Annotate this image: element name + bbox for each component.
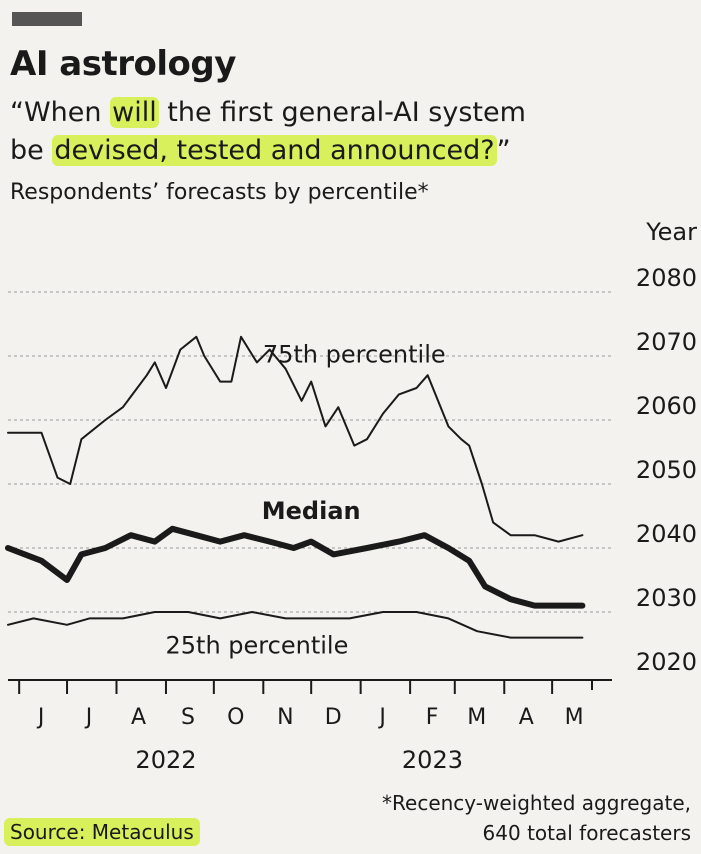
x-tick-label-11: M	[565, 705, 584, 730]
y-tick-label-2030: 2030	[636, 584, 697, 612]
footnote-line2: 640 total forecasters	[482, 821, 691, 845]
x-tick-label-8: F	[426, 705, 439, 730]
footnote: *Recency-weighted aggregate, 640 total f…	[382, 788, 691, 848]
y-tick-label-2050: 2050	[636, 456, 697, 484]
chart-note: Respondents’ forecasts by percentile*	[10, 180, 429, 205]
x-tick-label-9: M	[467, 705, 486, 730]
x-tick-label-6: D	[325, 705, 342, 730]
source-label: Source: Metaculus	[4, 818, 200, 846]
x-tick-label-5: N	[277, 705, 293, 730]
x-tick-label-3: S	[181, 705, 195, 730]
y-tick-label-2060: 2060	[636, 392, 697, 420]
x-tick-label-4: O	[227, 705, 244, 730]
series-line-25th-percentile	[7, 611, 584, 639]
year-label-2022: 2022	[135, 746, 196, 774]
series-line-median	[5, 525, 586, 609]
year-label-2023: 2023	[402, 746, 463, 774]
y-tick-label-2020: 2020	[636, 648, 697, 676]
subtitle-line1-pre: “When	[10, 97, 111, 128]
y-tick-label-2080: 2080	[636, 264, 697, 292]
subtitle-highlight-question: devised, tested and announced?	[52, 135, 497, 166]
y-axis-title: Year	[645, 218, 697, 246]
x-tick-label-2: A	[131, 705, 146, 730]
series-label-1: Median	[262, 497, 361, 525]
series-line-75th-percentile	[7, 335, 584, 543]
footnote-line1: *Recency-weighted aggregate,	[382, 791, 691, 815]
section-tag-bar	[12, 12, 82, 26]
subtitle-line2-pre: be	[10, 135, 53, 166]
subtitle-line1-post: the first general-AI system	[158, 97, 526, 128]
chart-subtitle: “When will the first general-AI system b…	[10, 94, 610, 170]
x-tick-label-7: J	[377, 705, 386, 730]
chart-title: AI astrology	[10, 44, 236, 84]
series-label-2: 25th percentile	[166, 632, 349, 660]
y-tick-label-2040: 2040	[636, 520, 697, 548]
subtitle-line2-post: ”	[496, 135, 511, 166]
y-tick-label-2070: 2070	[636, 328, 697, 356]
x-tick-label-0: J	[36, 705, 45, 730]
subtitle-highlight-will: will	[110, 97, 159, 128]
series-label-0: 75th percentile	[263, 340, 446, 368]
x-tick-label-10: A	[519, 705, 534, 730]
x-tick-label-1: J	[84, 705, 93, 730]
